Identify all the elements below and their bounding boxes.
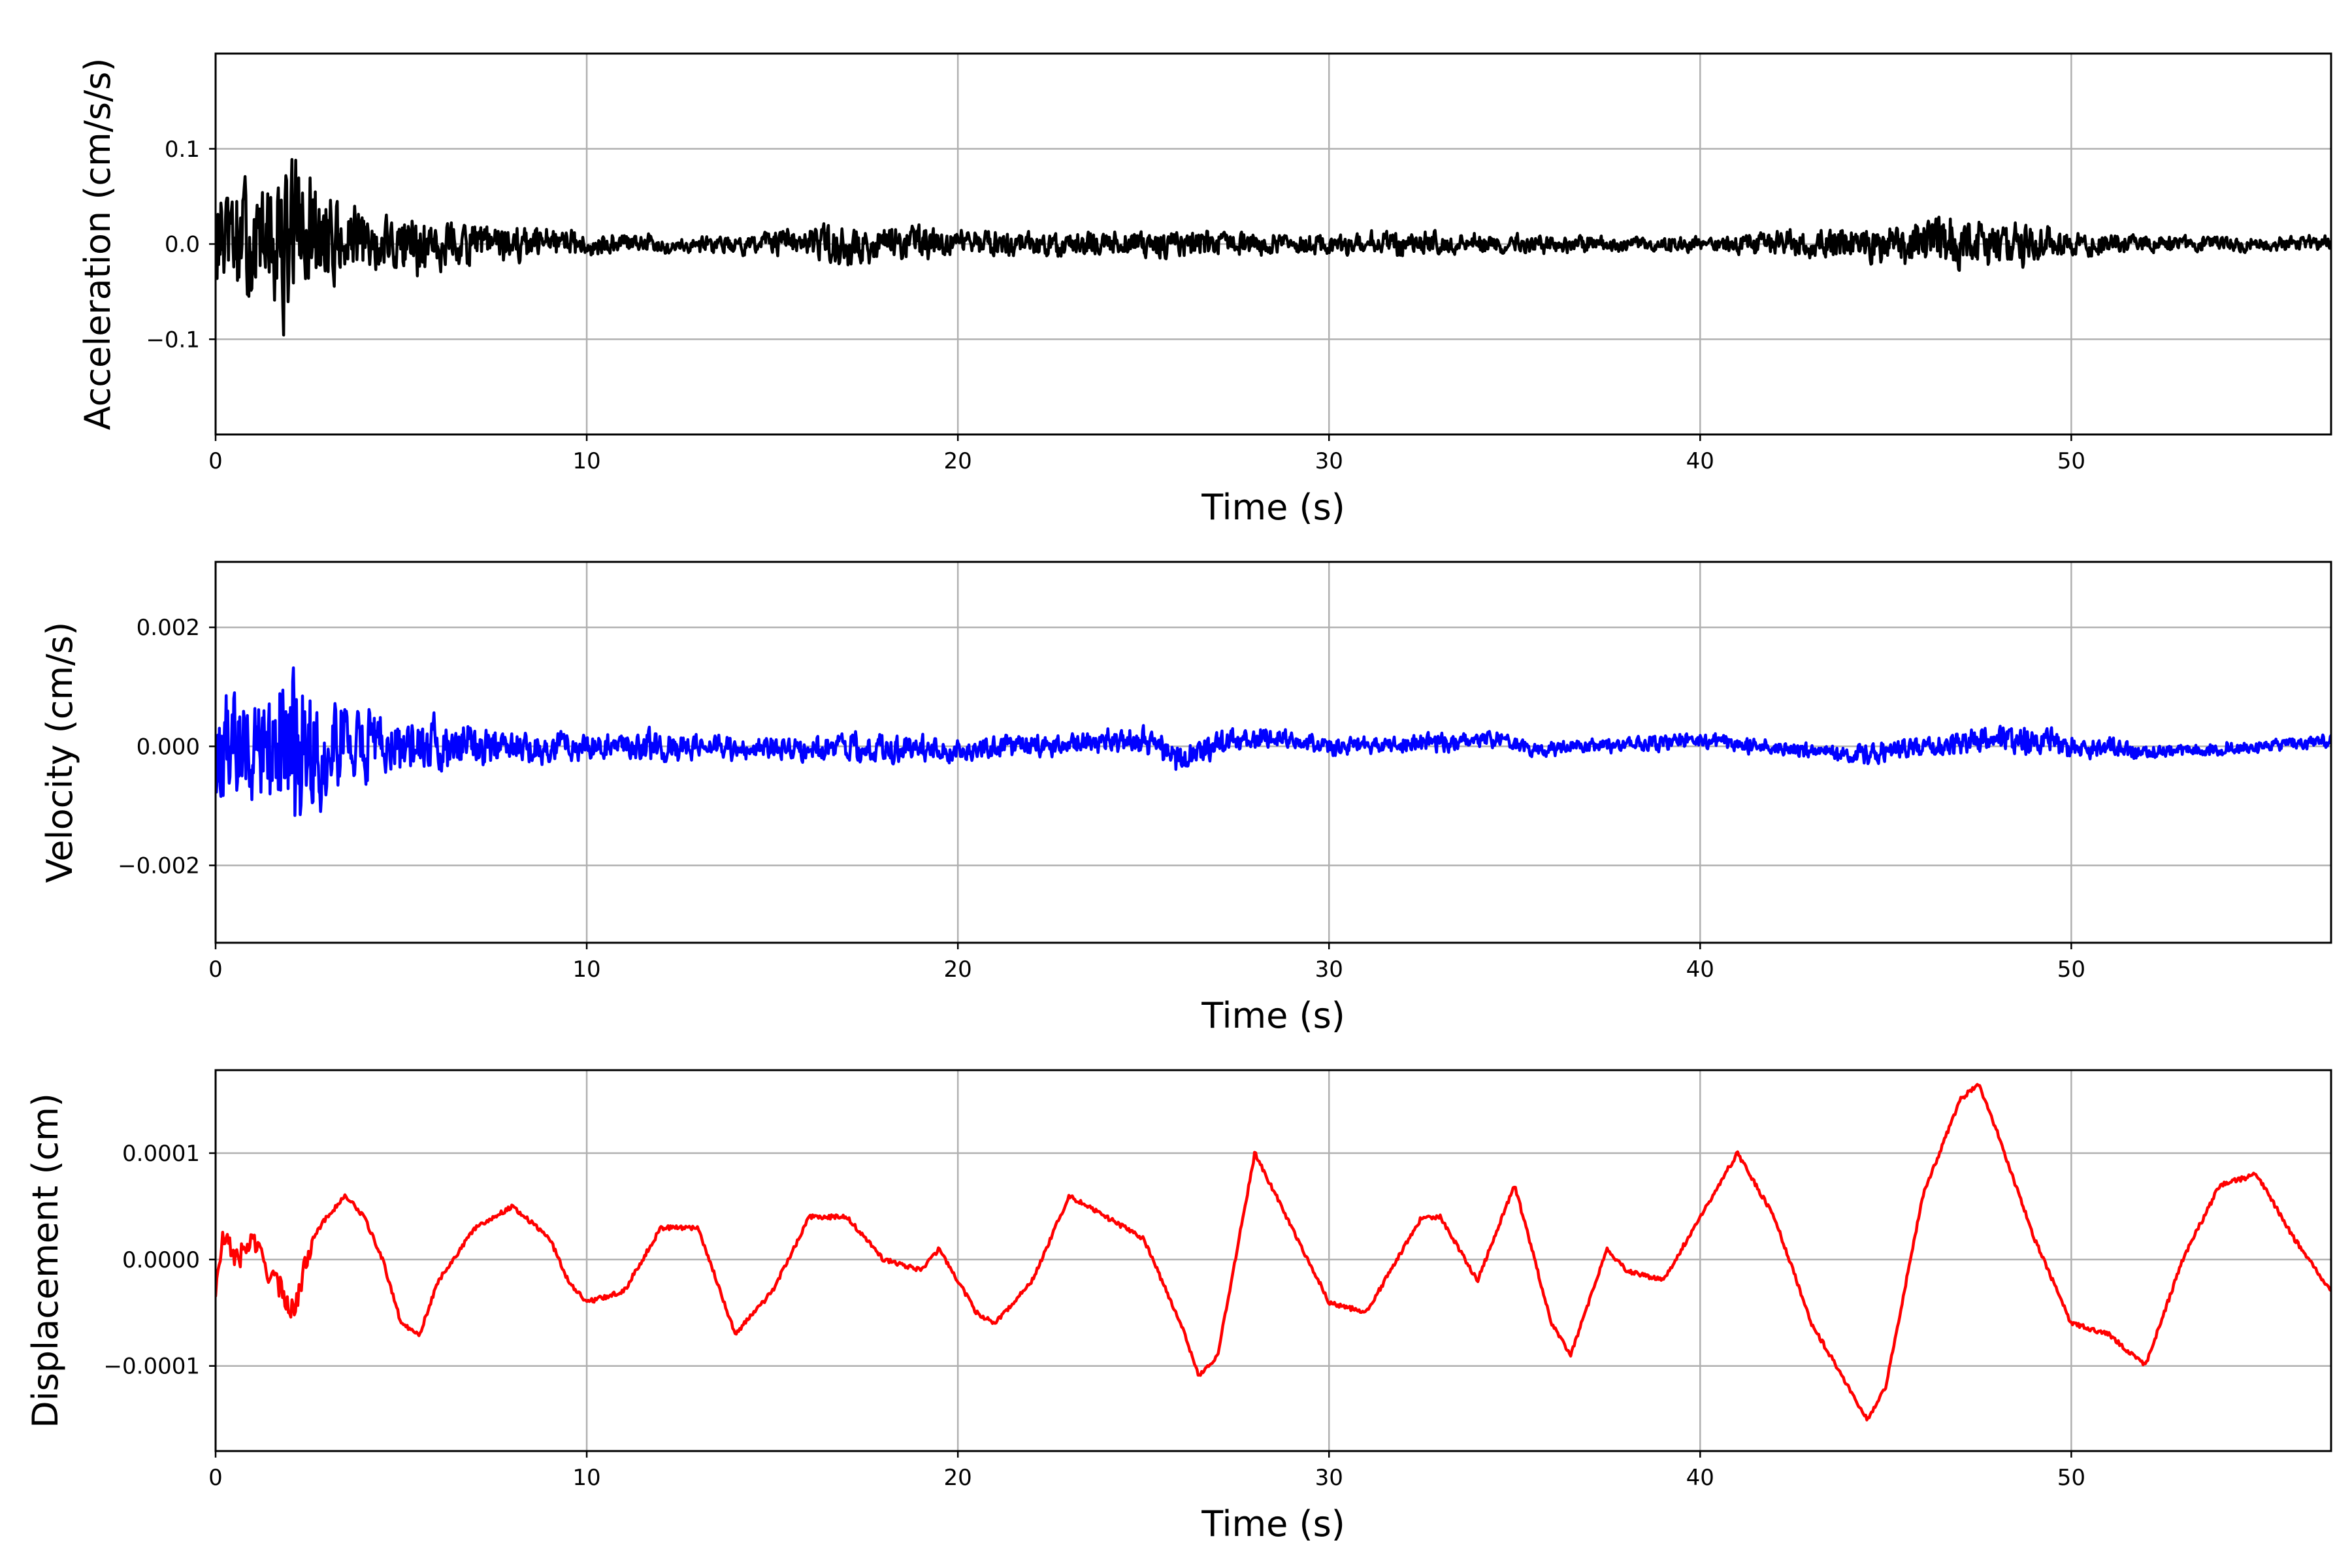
displacement-x-tick-label: 50 [2057, 1465, 2085, 1491]
velocity-x-tick-label: 40 [1686, 956, 1714, 983]
displacement-x-tick-label: 40 [1686, 1465, 1714, 1491]
acceleration-y-axis-label: Acceleration (cm/s/s) [77, 58, 118, 431]
displacement-x-axis-label: Time (s) [1201, 1503, 1345, 1544]
panels: 0 10 20 30 40 50 −0.1 0.0 0.1 Time (s) Acceleratio… [25, 52, 2332, 1544]
velocity-y-tick-label: 0.002 [137, 615, 200, 641]
velocity-series-line [216, 666, 2331, 817]
acceleration-y-tick-label: 0.0 [165, 232, 200, 258]
displacement-x-tick-label: 20 [944, 1465, 972, 1491]
acceleration-x-tick-label: 30 [1315, 448, 1343, 474]
displacement-plot-frame [214, 1069, 2332, 1452]
velocity-x-tick-label: 0 [208, 956, 223, 983]
displacement-panel: 0 10 20 30 40 50 −0.0001 0.0000 0.0001 Time (s) Di… [25, 1069, 2332, 1544]
velocity-y-tick-label: 0.000 [137, 734, 200, 760]
velocity-plot-frame [214, 561, 2332, 944]
acceleration-series-line [216, 157, 2331, 337]
displacement-y-tick-label: −0.0001 [104, 1354, 200, 1380]
velocity-x-axis-label: Time (s) [1201, 995, 1345, 1036]
displacement-x-tick-label: 10 [572, 1465, 600, 1491]
displacement-y-axis-label: Displacement (cm) [25, 1093, 66, 1428]
velocity-y-axis-label: Velocity (cm/s) [39, 622, 80, 883]
velocity-y-tick-label: −0.002 [118, 853, 200, 879]
displacement-y-tick-label: 0.0001 [122, 1141, 200, 1167]
acceleration-x-axis-label: Time (s) [1201, 487, 1345, 528]
acceleration-x-tick-label: 50 [2057, 448, 2085, 474]
velocity-x-tick-label: 30 [1315, 956, 1343, 983]
velocity-x-tick-label: 50 [2057, 956, 2085, 983]
displacement-series-line [216, 1083, 2331, 1422]
displacement-x-tick-label: 30 [1315, 1465, 1343, 1491]
acceleration-y-tick-label: −0.1 [146, 327, 200, 353]
velocity-x-tick-label: 10 [572, 956, 600, 983]
acceleration-x-tick-label: 40 [1686, 448, 1714, 474]
velocity-x-tick-label: 20 [944, 956, 972, 983]
velocity-panel: 0 10 20 30 40 50 −0.002 0.000 0.002 Time (s) Veloc… [39, 561, 2332, 1036]
acceleration-x-tick-label: 0 [208, 448, 223, 474]
acceleration-x-tick-label: 20 [944, 448, 972, 474]
acceleration-y-tick-label: 0.1 [165, 137, 200, 163]
acceleration-x-tick-label: 10 [572, 448, 600, 474]
acceleration-panel: 0 10 20 30 40 50 −0.1 0.0 0.1 Time (s) Acceleratio… [77, 52, 2332, 528]
displacement-x-tick-label: 0 [208, 1465, 223, 1491]
displacement-y-tick-label: 0.0000 [122, 1247, 200, 1273]
